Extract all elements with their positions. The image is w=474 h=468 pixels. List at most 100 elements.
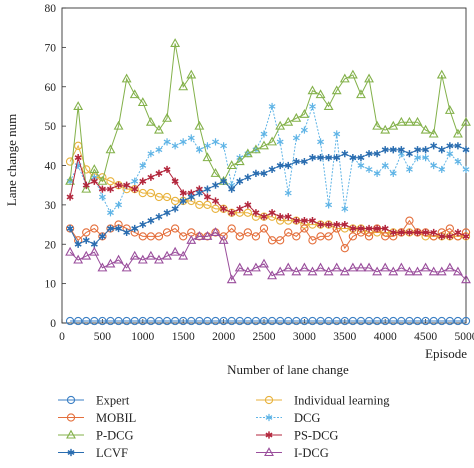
data-point-lcvf [260, 169, 268, 177]
data-point-ps-dcg [365, 224, 373, 233]
data-point-dcg [276, 138, 284, 146]
data-point-mobil [179, 232, 188, 241]
data-point-expert [348, 316, 358, 326]
y-tick-label: 50 [45, 121, 57, 133]
data-point-dcg [187, 134, 195, 142]
data-point-ps-dcg [430, 228, 438, 237]
legend-marker-individual-learning [264, 395, 274, 405]
data-point-lcvf [422, 146, 430, 154]
data-point-i-dcg [194, 231, 205, 240]
data-point-lcvf [187, 193, 195, 201]
x-tick-label: 4500 [414, 331, 437, 343]
data-point-p-dcg [444, 105, 455, 114]
data-point-lcvf [147, 217, 155, 225]
legend-marker-i-dcg [264, 447, 274, 457]
legend-label: Individual learning [294, 394, 390, 408]
data-point-p-dcg [412, 116, 423, 126]
data-point-lcvf [171, 205, 179, 213]
data-point-expert [332, 316, 341, 326]
data-point-dcg [309, 102, 316, 111]
data-point-dcg [98, 193, 106, 201]
data-point-ps-dcg [446, 232, 454, 240]
data-point-lcvf [212, 181, 220, 189]
data-point-ps-dcg [341, 220, 349, 229]
data-point-p-dcg [380, 124, 391, 134]
data-point-i-dcg [145, 250, 156, 260]
data-point-individual-learning [146, 188, 156, 198]
data-point-i-dcg [162, 250, 172, 260]
data-point-i-dcg [210, 227, 221, 236]
legend-marker-p-dcg [66, 429, 76, 439]
data-point-p-dcg [356, 89, 366, 99]
legend-label: MOBIL [96, 411, 136, 425]
data-point-i-dcg [81, 250, 92, 260]
data-point-expert [308, 316, 317, 326]
data-point-i-dcg [461, 274, 471, 284]
data-point-lcvf [438, 146, 446, 154]
legend-marker-expert [66, 395, 76, 405]
data-point-ps-dcg [325, 220, 333, 229]
data-point-ps-dcg [115, 181, 123, 189]
data-point-lcvf [300, 157, 308, 166]
data-point-ps-dcg [276, 213, 284, 221]
data-point-expert [389, 316, 398, 326]
data-point-expert [364, 316, 374, 326]
data-point-mobil [316, 232, 325, 241]
data-point-i-dcg [428, 266, 439, 276]
data-point-ps-dcg [357, 224, 365, 233]
data-point-i-dcg [105, 258, 116, 268]
y-tick-label: 10 [45, 279, 57, 291]
data-point-i-dcg [65, 246, 76, 256]
data-point-individual-learning [65, 157, 75, 166]
data-point-expert [162, 316, 172, 326]
x-axis-unit-label: Episode [425, 346, 467, 361]
data-point-ps-dcg [284, 213, 292, 221]
data-point-i-dcg [396, 262, 407, 272]
data-point-p-dcg [178, 81, 189, 91]
data-point-ps-dcg [74, 154, 82, 162]
x-tick-label: 1500 [172, 331, 195, 343]
data-point-i-dcg [372, 266, 383, 276]
data-point-p-dcg [226, 160, 237, 170]
data-point-dcg [147, 150, 155, 158]
data-point-lcvf [203, 185, 211, 193]
data-point-p-dcg [113, 120, 124, 130]
data-point-dcg [446, 150, 454, 158]
data-point-ps-dcg [260, 213, 268, 221]
data-point-lcvf [90, 240, 98, 248]
legend-item-p-dcg: P-DCG [58, 429, 134, 443]
x-tick-label: 0 [59, 331, 65, 343]
data-point-i-dcg [242, 266, 253, 276]
legend: Expert Individual learning MOBIL DCG P-DCG PS… [58, 394, 390, 460]
data-point-mobil [90, 224, 99, 233]
data-point-ps-dcg [397, 228, 405, 237]
data-point-lcvf [284, 161, 292, 170]
data-point-lcvf [292, 157, 300, 166]
data-point-mobil [340, 244, 349, 253]
data-point-expert [195, 316, 204, 326]
data-point-ps-dcg [438, 232, 446, 240]
data-point-p-dcg [404, 116, 415, 126]
data-point-i-dcg [364, 262, 374, 272]
data-point-expert [65, 316, 75, 326]
data-point-lcvf [341, 150, 349, 158]
data-point-i-dcg [186, 234, 197, 244]
data-point-lcvf [179, 197, 187, 205]
series-ps-dcg [66, 154, 470, 240]
data-point-p-dcg [242, 148, 253, 158]
data-point-expert [316, 316, 325, 326]
data-point-lcvf [155, 213, 163, 221]
data-point-expert [284, 316, 293, 326]
data-point-dcg [325, 201, 333, 209]
data-point-dcg [179, 138, 187, 146]
data-point-expert [243, 316, 252, 326]
series-line-dcg [69, 104, 467, 214]
data-point-dcg [406, 165, 413, 174]
x-tick-label: 4000 [374, 331, 397, 343]
data-point-i-dcg [347, 262, 358, 272]
data-point-p-dcg [283, 116, 294, 126]
data-point-ps-dcg [244, 201, 252, 209]
data-point-p-dcg [105, 144, 116, 154]
data-point-ps-dcg [389, 228, 397, 237]
legend-item-mobil: MOBIL [58, 411, 136, 425]
